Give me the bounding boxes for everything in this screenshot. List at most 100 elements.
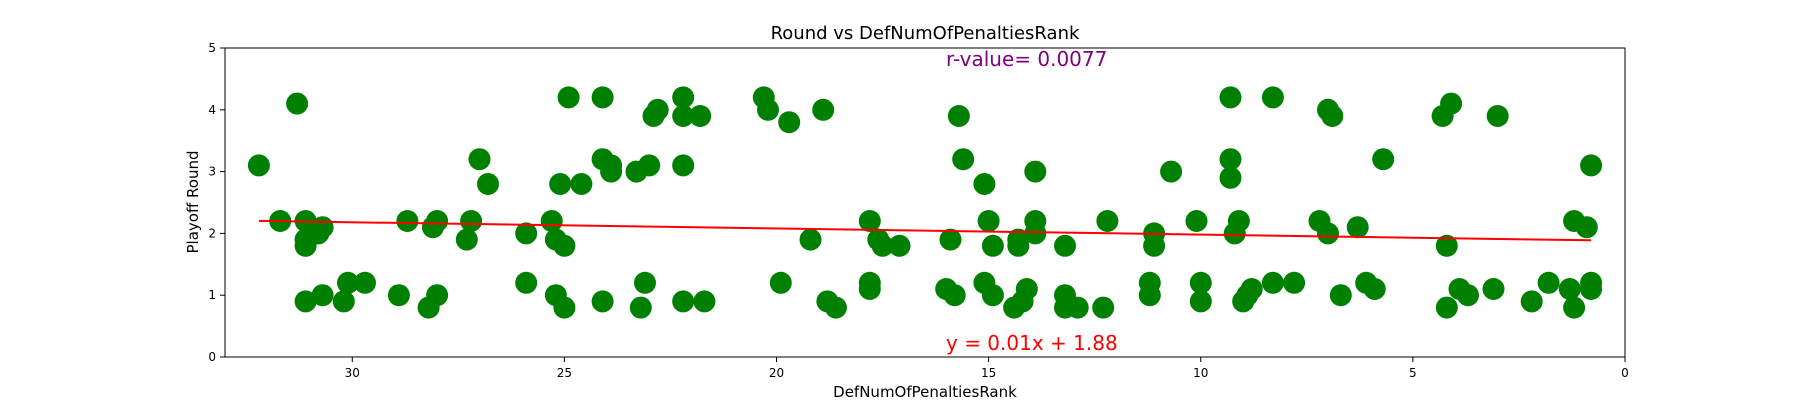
data-point (1024, 160, 1047, 183)
data-point (973, 173, 996, 195)
data-point (858, 210, 881, 232)
data-point (1563, 296, 1586, 319)
data-point (1227, 210, 1250, 232)
data-point (1160, 160, 1183, 183)
data-point (888, 234, 911, 257)
data-point (311, 216, 334, 239)
data-point (1435, 234, 1458, 257)
data-point (1537, 271, 1560, 294)
data-point (1219, 86, 1242, 109)
data-point (426, 210, 449, 232)
data-point (1580, 154, 1603, 177)
data-point (858, 278, 881, 300)
data-point (1329, 284, 1352, 307)
data-point (672, 290, 695, 313)
data-point (1317, 222, 1339, 245)
y-axis-label: Playoff Round (184, 150, 202, 253)
data-point (553, 296, 576, 319)
data-point (1346, 216, 1369, 239)
x-axis: 30 25 20 15 10 5 0 (345, 357, 1629, 380)
data-point (294, 290, 317, 313)
data-point (943, 284, 966, 307)
plot-frame (224, 47, 1626, 358)
data-point (396, 210, 419, 232)
data-point (1575, 216, 1598, 239)
data-point (455, 228, 478, 251)
regression-equation-annotation: y = 0.01x + 1.88 (946, 331, 1118, 355)
data-point (1457, 284, 1479, 307)
data-point (1054, 234, 1076, 257)
data-point (468, 148, 491, 171)
data-point (981, 234, 1004, 257)
data-point (947, 105, 970, 127)
data-point (981, 284, 1004, 307)
y-tick-label: 5 (208, 41, 216, 55)
data-point (634, 271, 656, 294)
data-point (693, 290, 716, 313)
data-point (1283, 271, 1306, 294)
data-point (477, 173, 499, 195)
chart-title: Round vs DefNumOfPenaltiesRank (771, 23, 1080, 44)
x-axis-label: DefNumOfPenaltiesRank (833, 383, 1017, 400)
y-tick-label: 4 (208, 103, 216, 117)
data-point (1185, 210, 1208, 232)
data-point (460, 210, 483, 232)
data-point (1240, 278, 1263, 300)
data-point (769, 271, 792, 294)
data-point (1261, 86, 1284, 109)
x-tick-label: 5 (1409, 366, 1417, 380)
data-point (286, 92, 309, 115)
data-point (1558, 278, 1581, 300)
data-point (515, 222, 538, 245)
data-point (591, 290, 614, 313)
data-point (600, 154, 623, 177)
data-point (939, 228, 962, 251)
data-point (1363, 278, 1386, 300)
data-point (1321, 105, 1344, 127)
data-point (549, 173, 572, 195)
x-tick-label: 25 (557, 366, 572, 380)
data-point (540, 210, 563, 232)
data-point (332, 290, 355, 313)
data-point (1261, 271, 1284, 294)
data-point (591, 86, 614, 109)
data-point (977, 210, 1000, 232)
data-point (812, 98, 835, 121)
plot-area (247, 86, 1603, 319)
data-point (1372, 148, 1395, 171)
data-point (952, 148, 975, 171)
regression-line (258, 219, 1592, 242)
data-point (871, 234, 894, 257)
data-point (824, 296, 847, 319)
data-point (311, 284, 334, 307)
data-point (629, 296, 652, 319)
data-point (1189, 271, 1212, 294)
x-tick-label: 0 (1621, 366, 1629, 380)
data-point (646, 98, 669, 121)
y-tick-label: 3 (208, 165, 216, 179)
data-point (672, 154, 695, 177)
y-tick-label: 0 (208, 350, 216, 364)
data-point (1007, 234, 1030, 257)
data-point (1435, 296, 1458, 319)
data-point (1580, 278, 1603, 300)
data-point (1189, 290, 1212, 313)
data-point (1486, 105, 1509, 127)
data-point (553, 234, 576, 257)
data-point (799, 228, 822, 251)
data-point (638, 154, 661, 177)
data-point (1219, 166, 1242, 189)
data-point (1143, 234, 1166, 257)
data-point (1096, 210, 1119, 232)
data-point (778, 111, 801, 134)
y-tick-label: 2 (208, 226, 216, 240)
data-point (1482, 278, 1505, 300)
data-point (247, 154, 270, 177)
data-point (1219, 148, 1242, 171)
r-value-annotation: r-value= 0.0077 (946, 47, 1107, 71)
x-tick-label: 10 (1193, 366, 1208, 380)
data-point (1015, 278, 1038, 300)
data-point (570, 173, 593, 195)
